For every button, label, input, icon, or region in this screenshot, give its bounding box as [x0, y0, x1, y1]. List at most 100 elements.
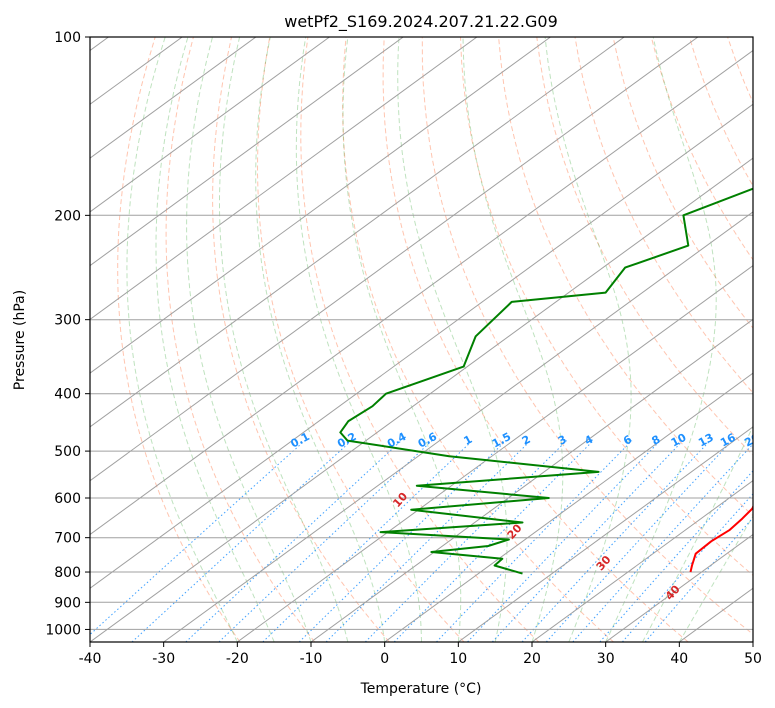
- mixing-ratio-line: [364, 440, 568, 642]
- dry-adiabat: [212, 37, 390, 642]
- x-tick-label: -40: [79, 651, 102, 667]
- moist-adiabat: [342, 37, 462, 642]
- moist-adiabat: [186, 37, 312, 642]
- moist-adiabat: [255, 37, 386, 642]
- mixing-ratio-label: 16: [718, 431, 738, 450]
- moist-adiabat: [462, 37, 564, 642]
- isotherm: [310, 318, 753, 642]
- mixing-ratio-label: 25: [767, 431, 775, 450]
- mixing-ratio-label: 20: [742, 431, 762, 450]
- mixing-ratio-label: 1.5: [490, 430, 513, 451]
- dry-adiabat: [727, 37, 753, 104]
- y-tick-label: 800: [54, 565, 81, 581]
- isotherm: [237, 264, 753, 642]
- dry-adiabat: [766, 37, 775, 642]
- isotherm: [90, 37, 478, 321]
- moist-adiabat-label: 30: [594, 553, 614, 573]
- isotherm: [90, 49, 753, 536]
- data-layer: [339, 187, 753, 575]
- isotherm: [90, 103, 753, 589]
- mixing-ratio-line: [90, 440, 306, 636]
- y-tick-label: 600: [54, 491, 81, 507]
- x-tick-label: 10: [449, 651, 467, 667]
- isotherm: [90, 37, 404, 267]
- mixing-ratio-line: [218, 440, 433, 642]
- x-tick-label: 20: [523, 651, 541, 667]
- mixing-ratio-label: 3: [556, 433, 569, 448]
- mixing-ratio-line: [298, 440, 507, 642]
- y-tick-label: 1000: [45, 622, 81, 638]
- mixing-ratio-line: [545, 440, 733, 642]
- y-tick-label: 700: [54, 531, 81, 547]
- mixing-ratio-line: [572, 443, 753, 642]
- mixing-ratio-label: 4: [582, 433, 595, 448]
- y-tick-label: 400: [54, 387, 81, 403]
- mixing-ratio-line: [491, 440, 684, 642]
- dry-adiabat: [650, 37, 753, 261]
- y-tick-label: 900: [54, 595, 81, 611]
- moist-adiabat: [295, 37, 422, 642]
- moist-adiabat-label: 0: [764, 461, 775, 476]
- y-tick-label: 100: [54, 30, 81, 46]
- mixing-ratio-label: 13: [696, 431, 716, 450]
- moist-adiabat: [219, 37, 349, 642]
- x-tick-label: -30: [152, 651, 175, 667]
- y-tick-label: 500: [54, 444, 81, 460]
- mixing-ratio-line: [262, 440, 473, 642]
- mixing-ratio-label: 0.1: [288, 430, 311, 451]
- mixing-ratio-line: [599, 470, 753, 642]
- isotherm: [90, 157, 753, 642]
- dewpoint-profile: [339, 187, 753, 575]
- moist-adiabat-label: 40: [663, 582, 683, 602]
- x-axis-title: Temperature (°C): [360, 681, 482, 697]
- dry-adiabat: [382, 37, 689, 642]
- mixing-ratio-line: [521, 440, 711, 642]
- isotherm: [605, 533, 753, 642]
- mixing-ratio-label: 1: [462, 433, 475, 448]
- moist-adiabat: [544, 37, 632, 642]
- dry-adiabat: [574, 37, 753, 394]
- mixing-ratio-line: [393, 440, 594, 642]
- y-tick-label: 300: [54, 313, 81, 329]
- y-tick-label: 200: [54, 208, 81, 224]
- x-tick-label: 50: [744, 651, 762, 667]
- mixing-ratio-line: [325, 440, 532, 642]
- moist-adiabat-label: 10: [390, 490, 410, 510]
- isotherm: [752, 641, 753, 642]
- dry-adiabat: [612, 37, 753, 329]
- grid-layer: 0.10.20.40.611.52346810131620253036-100-…: [90, 37, 775, 642]
- mixing-ratio-line: [185, 440, 402, 642]
- mixing-ratio-line: [467, 440, 661, 642]
- mixing-ratio-line: [131, 440, 352, 642]
- isotherm: [90, 37, 625, 428]
- dry-adiabat: [165, 37, 316, 642]
- isotherm: [458, 426, 753, 642]
- moist-adiabat: [397, 37, 508, 642]
- moist-adiabat: [678, 515, 753, 642]
- x-tick-label: -10: [300, 651, 323, 667]
- axes-layer: -40 -30 -20 -10 0 10 20 30 40 50 100 200 300 400 500 60…: [45, 30, 762, 667]
- x-tick-label: 0: [380, 651, 389, 667]
- x-tick-label: -20: [226, 651, 249, 667]
- temperature-profile: [689, 504, 753, 573]
- mixing-ratio-label: 10: [669, 431, 689, 450]
- dry-adiabat: [498, 37, 753, 517]
- isotherm: [679, 587, 753, 642]
- y-axis-title: Pressure (hPa): [12, 290, 28, 390]
- isotherm: [531, 480, 753, 642]
- mixing-ratio-label: 2: [520, 433, 533, 448]
- plot-frame: [89, 36, 754, 643]
- x-tick-label: 40: [670, 651, 688, 667]
- dry-adiabat: [342, 37, 614, 642]
- moist-adiabat: [126, 37, 238, 642]
- isotherm: [163, 211, 753, 642]
- mixing-ratio-line: [644, 517, 753, 642]
- dry-adiabat: [300, 37, 540, 642]
- dry-adiabat: [117, 37, 241, 642]
- x-tick-label: 30: [597, 651, 615, 667]
- moist-adiabat: [605, 37, 717, 642]
- isotherm: [90, 37, 330, 213]
- chart-title: wetPf2_S169.2024.207.21.22.G09: [284, 12, 558, 32]
- moist-adiabat: [155, 37, 275, 642]
